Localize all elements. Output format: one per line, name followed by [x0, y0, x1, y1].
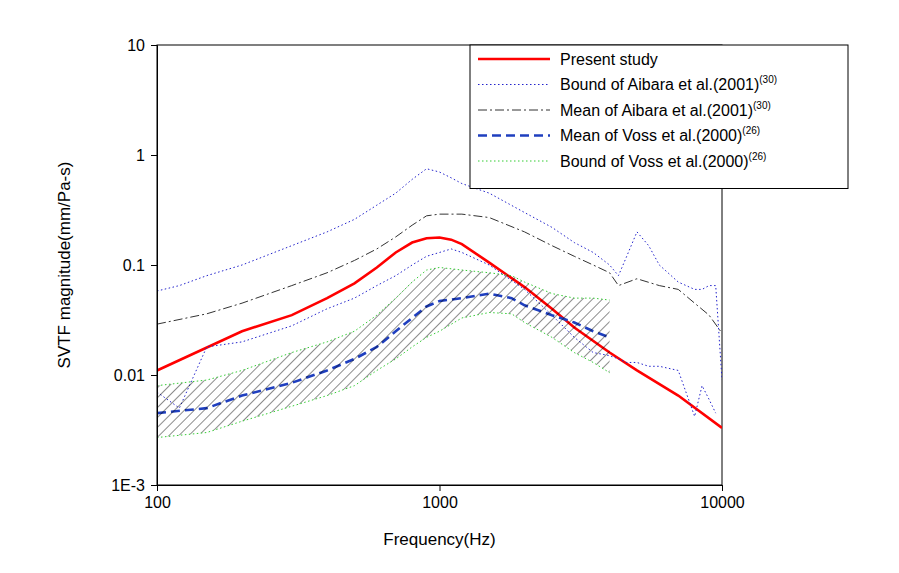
legend-box — [470, 45, 848, 189]
x-tick-mark — [440, 485, 441, 491]
y-tick: 0.01 — [114, 367, 157, 384]
y-tick-label: 1E-3 — [111, 477, 145, 494]
legend-label: Present study — [560, 51, 658, 68]
chart: 100 1000 10000 1E-3 0.01 0.1 1 10 Frequency(Hz) S… — [0, 0, 899, 573]
legend-label: Mean of Voss et al.(2000)(26) — [560, 125, 760, 144]
y-tick-mark — [151, 45, 157, 46]
x-axis-title: Frequency(Hz) — [383, 530, 495, 549]
plot-area — [157, 169, 722, 438]
legend-item: Mean of Voss et al.(2000)(26) — [478, 125, 760, 144]
bound-area — [157, 267, 610, 437]
legend-reference: (30) — [753, 100, 771, 111]
y-tick-mark — [151, 485, 157, 486]
lower-bound-line — [157, 312, 610, 437]
legend-reference: (26) — [742, 125, 760, 136]
legend-swatch — [478, 84, 550, 85]
y-tick: 0.1 — [123, 257, 157, 274]
x-tick-label: 10000 — [700, 494, 745, 511]
legend-swatch — [478, 58, 550, 61]
upper-bound-line — [157, 267, 610, 385]
y-axis: 1E-3 0.01 0.1 1 10 — [111, 37, 157, 494]
y-tick: 1E-3 — [111, 477, 157, 494]
legend-item: Present study — [478, 51, 658, 68]
x-tick: 10000 — [700, 485, 745, 511]
x-axis-line — [158, 486, 723, 492]
y-tick: 10 — [127, 37, 157, 54]
legend-name: Present study — [560, 51, 658, 68]
y-tick-label: 0.01 — [114, 367, 145, 384]
legend-label: Bound of Voss et al.(2000)(26) — [560, 151, 766, 170]
legend-item: Bound of Aibara et al.(2001)(30) — [478, 74, 777, 93]
y-tick-mark — [151, 155, 157, 156]
y-tick-mark — [151, 265, 157, 266]
legend-name: Mean of Voss et al.(2000) — [560, 127, 742, 144]
x-tick-mark — [722, 485, 723, 491]
legend-label: Mean of Aibara et al.(2001)(30) — [560, 100, 771, 119]
legend-name: Mean of Aibara et al.(2001) — [560, 102, 753, 119]
legend-reference: (30) — [759, 74, 777, 85]
x-axis: 100 1000 10000 — [144, 485, 745, 511]
legend: Present study Bound of Aibara et al.(2001… — [470, 45, 848, 189]
legend-swatch — [478, 134, 550, 137]
legend-name: Bound of Aibara et al.(2001) — [560, 76, 759, 93]
legend-reference: (26) — [749, 151, 767, 162]
legend-item: Mean of Aibara et al.(2001)(30) — [478, 100, 771, 119]
y-axis-line — [151, 46, 158, 486]
legend-swatch — [478, 161, 550, 162]
x-tick-label: 100 — [144, 494, 171, 511]
x-tick-label: 1000 — [422, 494, 458, 511]
legend-item: Bound of Voss et al.(2000)(26) — [478, 151, 766, 170]
y-tick-mark — [151, 375, 157, 376]
legend-label: Bound of Aibara et al.(2001)(30) — [560, 74, 777, 93]
y-tick-label: 10 — [127, 37, 145, 54]
x-tick: 1000 — [422, 485, 458, 511]
y-tick-label: 0.1 — [123, 257, 145, 274]
y-tick-label: 1 — [136, 147, 145, 164]
legend-swatch — [478, 110, 550, 111]
y-tick: 1 — [136, 147, 157, 164]
y-axis-title: SVTF magnitude(mm/Pa-s) — [55, 162, 74, 369]
x-tick: 100 — [144, 485, 171, 511]
legend-name: Bound of Voss et al.(2000) — [560, 153, 749, 170]
